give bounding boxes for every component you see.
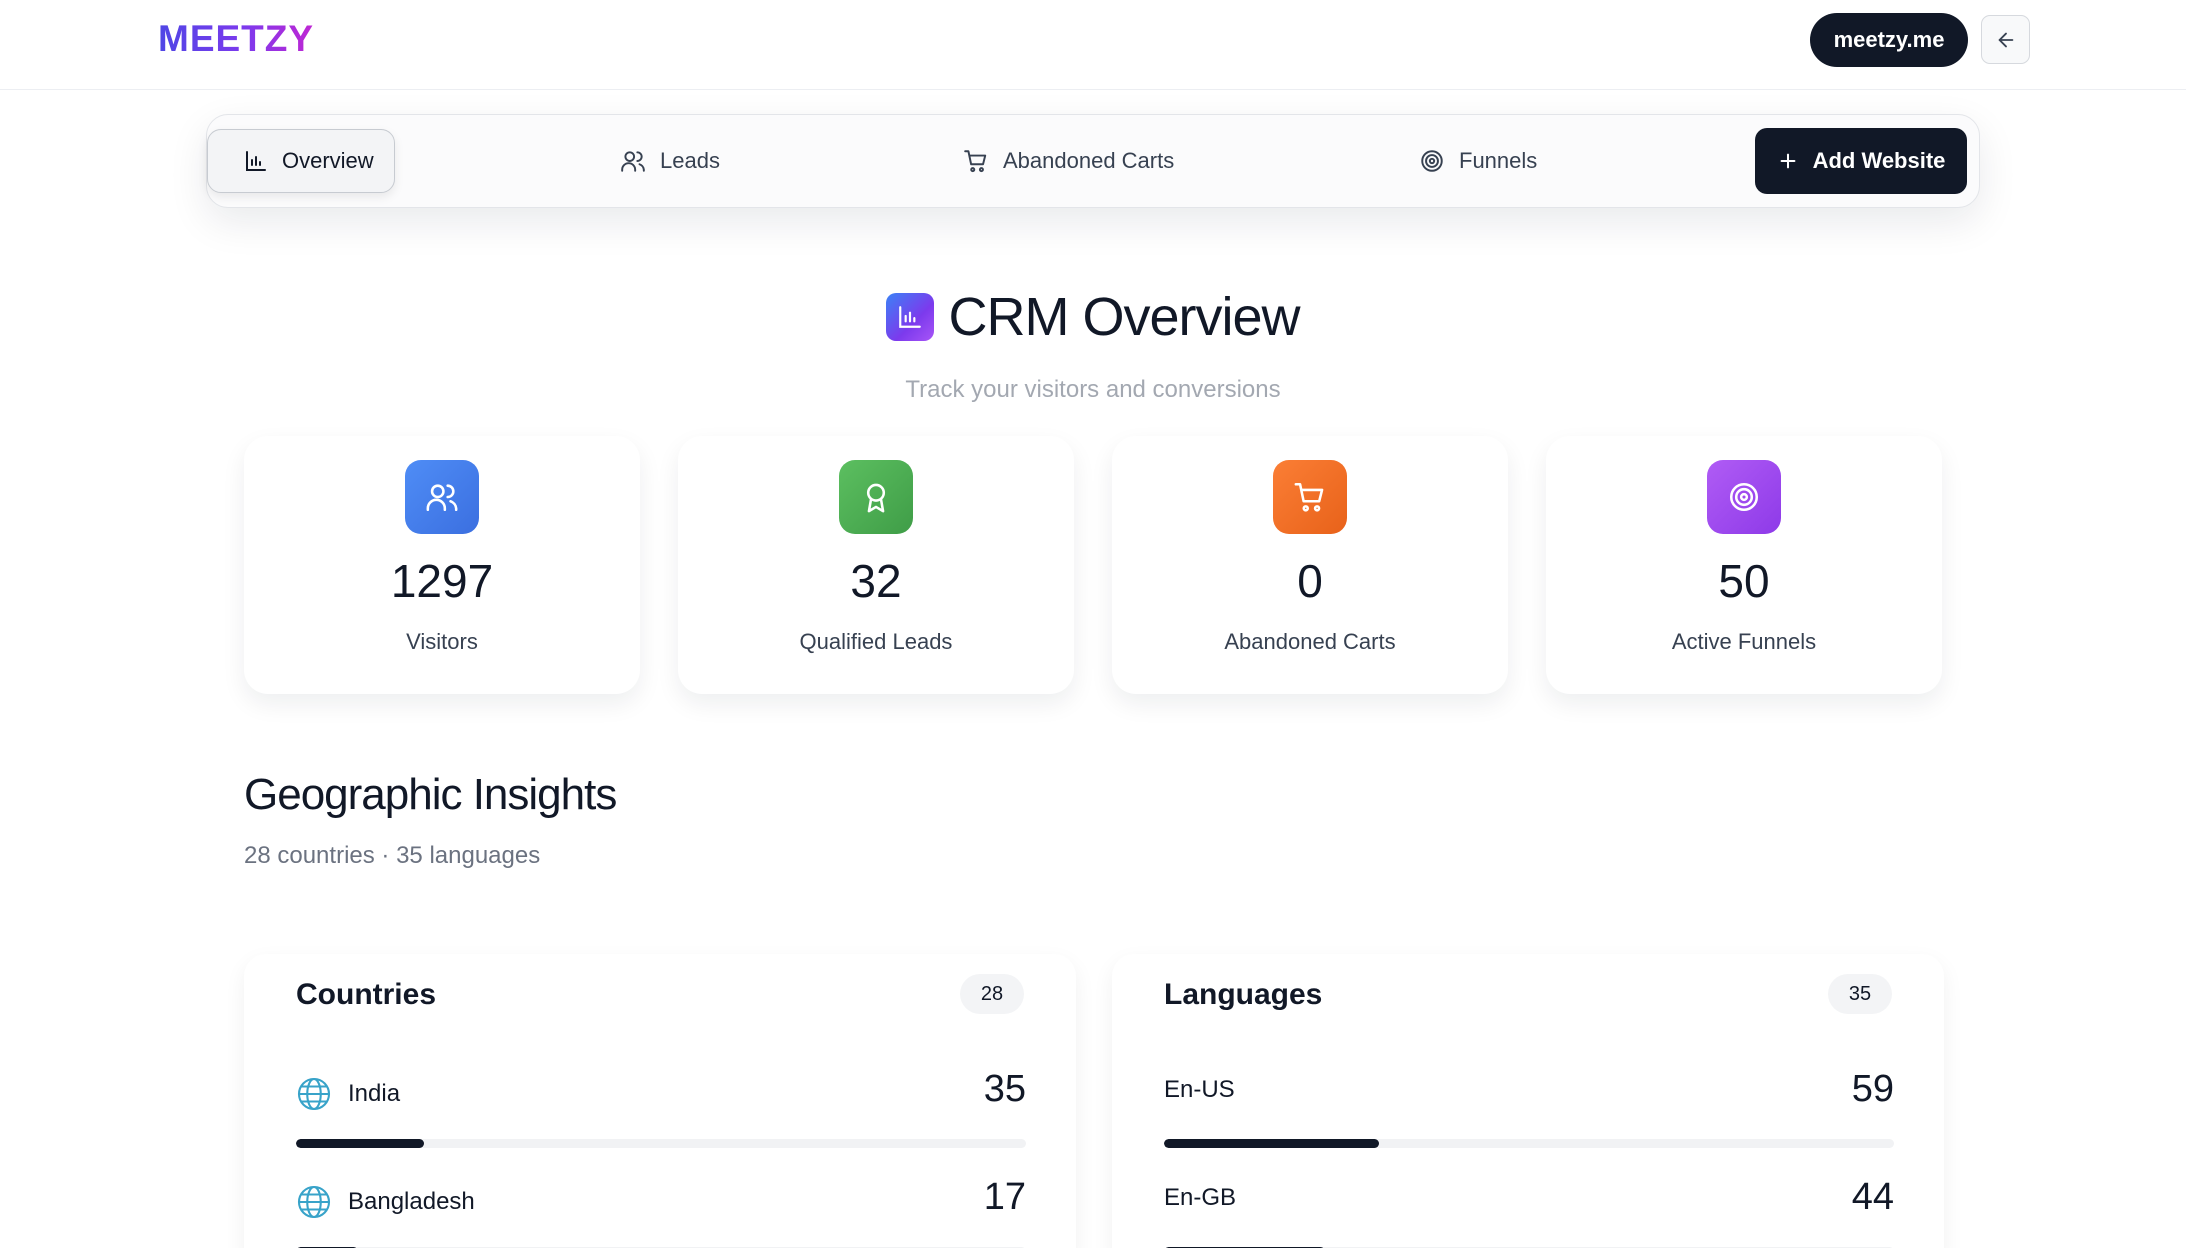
stat-label: Qualified Leads [799,629,953,654]
tab-label: Abandoned Carts [1003,148,1175,173]
languages-panel: Languages 35 En-US 59 En-GB 44 [1112,954,1944,1248]
section-title: Geographic Insights [244,770,617,819]
stat-card-active-funnels: 50 Active Funnels [1546,436,1942,694]
country-name: Bangladesh [296,1184,475,1220]
count-badge: 28 [960,974,1024,1014]
list-item[interactable]: Bangladesh 17 [296,1170,1026,1248]
tab-label: Leads [660,148,720,173]
top-header: MEETZY meetzy.me [0,0,2186,90]
language-count: 59 [1851,1068,1894,1110]
main-nav: Overview Leads Abandoned Carts Funnels A… [206,114,1980,208]
stat-value: 0 [1297,555,1323,607]
stat-label: Visitors [406,629,478,654]
bar-chart-icon [886,293,935,341]
stat-card-abandoned-carts: 0 Abandoned Carts [1112,436,1508,694]
country-name: India [296,1076,400,1112]
plus-icon [1780,153,1796,169]
language-count: 44 [1851,1176,1894,1218]
language-name: En-US [1164,1076,1235,1103]
list-item[interactable]: India 35 [296,1062,1026,1152]
add-website-button[interactable]: Add Website [1755,128,1967,194]
cart-icon [964,150,987,173]
count-badge: 35 [1828,974,1892,1014]
app-logo[interactable]: MEETZY [158,18,315,59]
progress-fill [296,1139,424,1148]
target-icon [1421,150,1443,172]
bar-chart-icon [246,151,266,171]
add-website-label: Add Website [1812,148,1946,173]
page-title: CRM Overview [0,286,2186,348]
section-subtitle: 28 countries · 35 languages [244,842,541,869]
stat-label: Active Funnels [1671,629,1817,654]
stat-card-visitors: 1297 Visitors [244,436,640,694]
globe-icon [297,1185,331,1219]
tab-overview[interactable]: Overview [207,129,395,193]
list-item[interactable]: En-US 59 [1164,1062,1894,1152]
tab-label: Overview [282,148,374,173]
list-item[interactable]: En-GB 44 [1164,1170,1894,1248]
cart-icon [1273,460,1347,534]
tab-abandoned-carts[interactable]: Abandoned Carts [963,129,1174,193]
panel-title: Languages [1164,978,1323,1011]
users-icon [621,151,645,172]
page-title-text: CRM Overview [948,287,1300,347]
users-icon [405,460,479,534]
arrow-left-icon [1998,32,2013,47]
country-label: India [348,1080,401,1107]
progress-bar [1164,1139,1894,1148]
target-icon [1707,460,1781,534]
globe-icon [297,1077,331,1111]
progress-bar [296,1139,1026,1148]
country-count: 35 [983,1068,1026,1110]
stat-value: 50 [1718,555,1770,607]
award-icon [839,460,913,534]
language-name: En-GB [1164,1184,1237,1211]
panel-title: Countries [296,978,437,1011]
stat-card-qualified-leads: 32 Qualified Leads [678,436,1074,694]
stat-value: 1297 [390,555,494,607]
stat-label: Abandoned Carts [1224,629,1396,654]
countries-panel: Countries 28 India 35 Bangladesh 17 [244,954,1076,1248]
back-button[interactable] [1981,15,2030,64]
tab-label: Funnels [1459,148,1538,173]
country-count: 17 [983,1176,1026,1218]
tab-funnels[interactable]: Funnels [1419,129,1537,193]
progress-fill [1164,1139,1380,1148]
site-link-button[interactable]: meetzy.me [1810,13,1968,67]
country-label: Bangladesh [348,1188,475,1215]
stat-value: 32 [850,555,902,607]
tab-leads[interactable]: Leads [620,129,720,193]
page-subtitle: Track your visitors and conversions [905,376,1281,403]
